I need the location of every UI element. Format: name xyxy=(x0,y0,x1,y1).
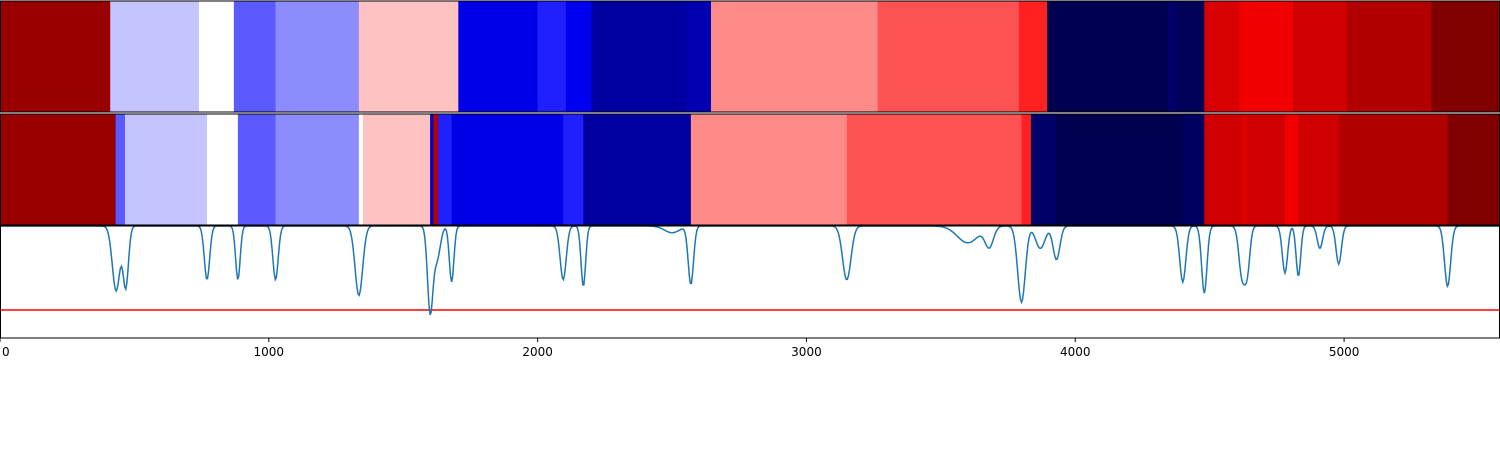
band-bottom-segment-21 xyxy=(1241,114,1248,225)
band-bottom-segment-19 xyxy=(1182,114,1205,225)
band-top-segment-5 xyxy=(358,1,459,112)
band-top-segment-18 xyxy=(1239,1,1294,112)
band-bottom-segment-16 xyxy=(1021,114,1032,225)
x-tick-label-1: 1000 xyxy=(254,345,285,359)
band-bottom-segment-22 xyxy=(1247,114,1286,225)
band-bottom-segment-15 xyxy=(846,114,1023,225)
band-top-segment-17 xyxy=(1204,1,1240,112)
heatmap-band-bottom xyxy=(0,114,1500,225)
x-tick-label-3: 3000 xyxy=(791,345,822,359)
x-axis: 0 1000 2000 3000 4000 5000 xyxy=(0,338,1359,359)
line-panel-frame xyxy=(0,225,1500,339)
band-bottom-segment-18 xyxy=(1056,114,1184,225)
x-tick-label-0: 0 xyxy=(2,345,10,359)
band-top-segment-19 xyxy=(1293,1,1348,112)
band-bottom-segment-24 xyxy=(1298,114,1340,225)
band-bottom-segment-8 xyxy=(430,114,434,225)
band-bottom-segment-23 xyxy=(1284,114,1299,225)
band-top-segment-1 xyxy=(110,1,200,112)
band-top-segment-9 xyxy=(591,1,688,112)
x-tick-label-5: 5000 xyxy=(1329,345,1360,359)
band-bottom-segment-26 xyxy=(1447,114,1500,225)
band-bottom-segment-12 xyxy=(563,114,584,225)
band-top-segment-0 xyxy=(0,1,111,112)
x-tick-label-4: 4000 xyxy=(1060,345,1091,359)
band-top-segment-20 xyxy=(1346,1,1433,112)
heatmap-band-top xyxy=(0,1,1500,112)
band-top-segment-16 xyxy=(1176,1,1205,112)
band-top-segment-3 xyxy=(233,1,277,112)
band-top-segment-21 xyxy=(1431,1,1500,112)
band-bottom-segment-14 xyxy=(690,114,848,225)
band-top-segment-8 xyxy=(565,1,592,112)
band-bottom-segment-7 xyxy=(362,114,431,225)
band-bottom-segment-10 xyxy=(438,114,453,225)
band-bottom-segment-9 xyxy=(433,114,439,225)
band-top-segment-11 xyxy=(711,1,879,112)
band-top-segment-14 xyxy=(1047,1,1169,112)
band-bottom-segment-1 xyxy=(115,114,126,225)
band-bottom-segment-25 xyxy=(1338,114,1449,225)
band-bottom-segment-17 xyxy=(1030,114,1058,225)
band-bottom-segment-3 xyxy=(206,114,239,225)
band-top-segment-13 xyxy=(1018,1,1048,112)
band-top-segment-2 xyxy=(198,1,235,112)
band-top-segment-15 xyxy=(1168,1,1177,112)
band-bottom-segment-2 xyxy=(125,114,208,225)
band-bottom-segment-13 xyxy=(583,114,692,225)
band-top-segment-12 xyxy=(877,1,1020,112)
line-panel xyxy=(0,225,1500,316)
band-top-segment-4 xyxy=(275,1,360,112)
band-bottom-segment-6 xyxy=(358,114,364,225)
band-bottom-segment-4 xyxy=(237,114,277,225)
band-bottom-segment-0 xyxy=(0,114,117,225)
band-bottom-segment-5 xyxy=(275,114,360,225)
band-top-segment-7 xyxy=(537,1,567,112)
band-top-segment-6 xyxy=(458,1,539,112)
band-top-segment-10 xyxy=(686,1,712,112)
series-line xyxy=(0,225,1500,316)
band-bottom-segment-20 xyxy=(1204,114,1243,225)
x-tick-label-2: 2000 xyxy=(522,345,553,359)
band-bottom-segment-11 xyxy=(451,114,564,225)
